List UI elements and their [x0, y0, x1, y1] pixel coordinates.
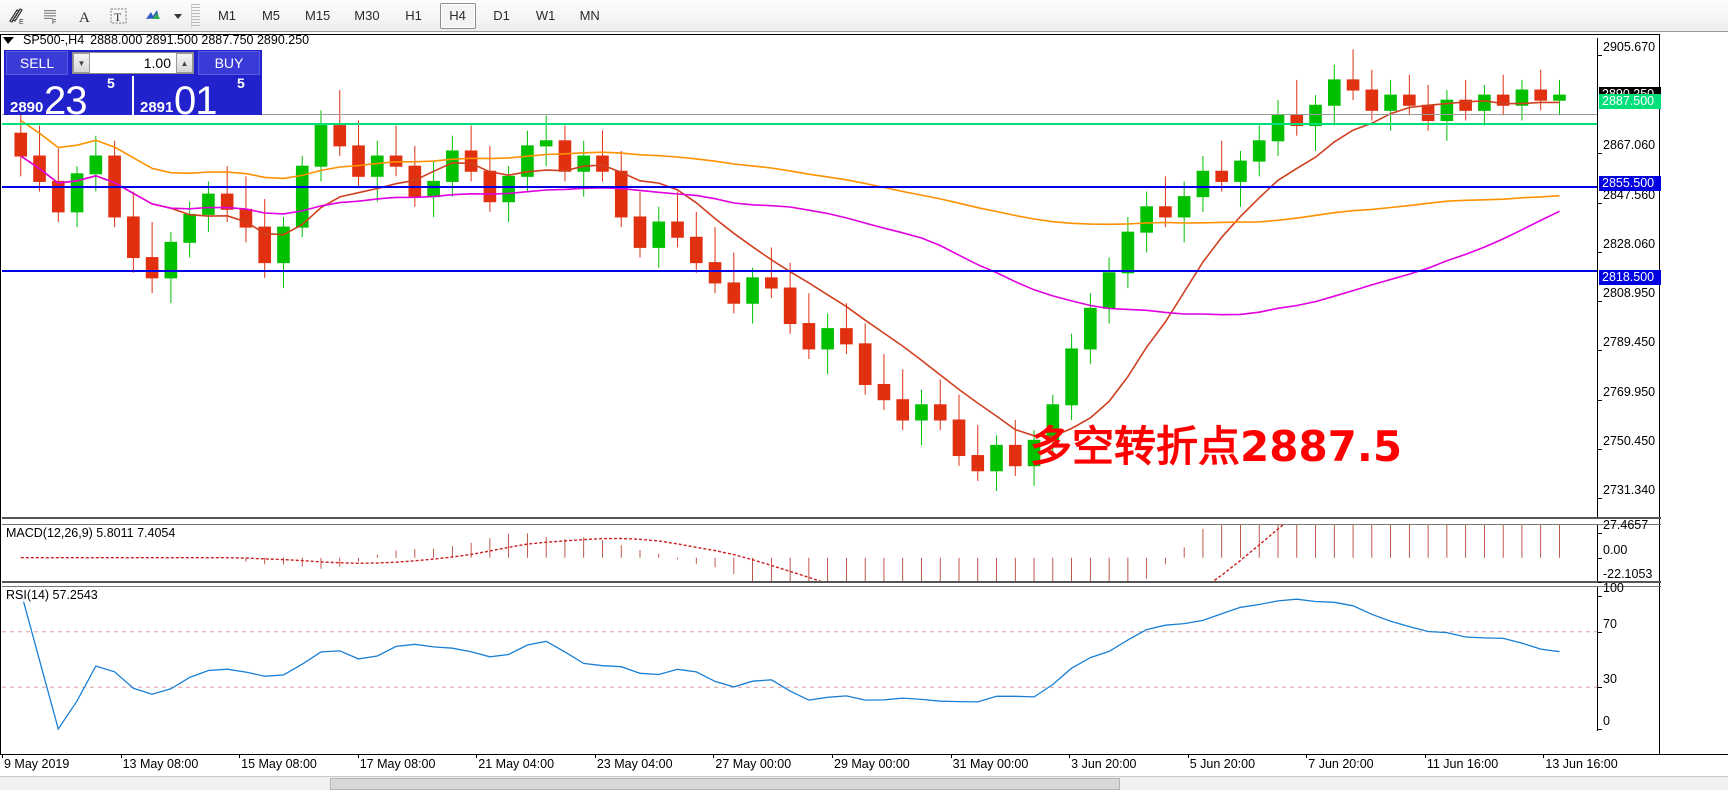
one-click-trading-panel[interactable]: SELL ▼ 1.00 ▲ BUY 2890 23 5 2891 01 5 — [4, 50, 262, 115]
symbol-quote-line: SP500-,H4 2888.000 2891.500 2887.750 289… — [0, 32, 1728, 48]
rsi-axis[interactable]: 100 70 30 0 — [1597, 582, 1661, 731]
rsi-plot[interactable] — [2, 587, 1597, 731]
time-tick — [713, 754, 715, 758]
horizontal-scrollbar[interactable] — [0, 776, 1728, 790]
trade-panel-prices[interactable]: 2890 23 5 2891 01 5 — [4, 76, 262, 115]
price-axis[interactable]: 2905.670 2867.060 2847.560 2828.060 2808.950… — [1597, 38, 1661, 517]
time-tick — [476, 754, 478, 758]
sell-price-fraction: 5 — [107, 76, 115, 91]
rsi-chart — [2, 591, 1597, 731]
expert-advisors-icon[interactable]: E — [0, 1, 34, 31]
time-label-8: 31 May 00:00 — [952, 757, 1029, 771]
sell-price-prefix: 2890 — [10, 99, 44, 115]
time-label-0: 9 May 2019 — [4, 757, 70, 771]
price-badge-2818.500: 2818.500 — [1599, 269, 1661, 285]
main-toolbar: E F A T M1 M5 M15 M30 H1 H4 — [0, 0, 1728, 32]
tf-h1[interactable]: H1 — [405, 8, 422, 23]
symbol-arrow-icon — [3, 37, 14, 44]
hline-2855-5 — [2, 186, 1597, 188]
text-label-tool-icon[interactable]: T — [102, 1, 136, 31]
price-pane[interactable]: 2905.670 2867.060 2847.560 2828.060 2808.950… — [2, 38, 1661, 519]
tf-m15[interactable]: M15 — [305, 8, 331, 23]
svg-text:E: E — [19, 19, 24, 26]
time-label-10: 5 Jun 20:00 — [1189, 757, 1256, 771]
buy-price-prefix: 2891 — [140, 99, 174, 115]
hline-2887-5 — [2, 123, 1597, 125]
time-tick — [1424, 754, 1426, 758]
macd-axis[interactable]: 27.4657 0.00 -22.1053 — [1597, 519, 1661, 583]
time-tick — [832, 754, 833, 758]
rsi-label: RSI(14) 57.2543 — [6, 588, 98, 602]
time-label-1: 13 May 08:00 — [122, 757, 199, 771]
volume-decrement-button[interactable]: ▼ — [73, 53, 90, 73]
symbol-ohlc: 2888.000 2891.500 2887.750 2890.250 — [90, 33, 310, 47]
time-label-9: 3 Jun 20:00 — [1071, 757, 1137, 771]
tf-m30[interactable]: M30 — [354, 8, 380, 23]
time-label-7: 29 May 00:00 — [834, 757, 910, 771]
time-label-6: 27 May 00:00 — [715, 757, 792, 771]
buy-price-major: 01 — [174, 79, 217, 115]
sell-price[interactable]: 2890 23 5 — [4, 76, 132, 115]
scrollbar-thumb[interactable] — [330, 778, 1120, 790]
tf-m1[interactable]: M1 — [217, 8, 237, 23]
tf-d1[interactable]: D1 — [493, 8, 510, 23]
tf-mn[interactable]: MN — [579, 8, 600, 23]
chart-annotation-text[interactable]: 多空转折点2887.5 — [1030, 422, 1403, 471]
time-label-13: 13 Jun 16:00 — [1545, 757, 1618, 771]
time-label-11: 7 Jun 20:00 — [1308, 757, 1374, 771]
symbol-name: SP500-,H4 — [23, 33, 85, 47]
tf-m5[interactable]: M5 — [261, 8, 281, 23]
volume-value[interactable]: 1.00 — [143, 55, 171, 71]
sell-price-major: 23 — [44, 79, 87, 115]
text-tool-icon[interactable]: A — [68, 1, 102, 31]
price-badge-2887.500: 2887.500 — [1599, 94, 1661, 110]
svg-text:F: F — [52, 19, 56, 26]
indicators-list-icon[interactable]: F — [34, 1, 68, 31]
chart-area[interactable]: SP500-,H4 2888.000 2891.500 2887.750 289… — [0, 32, 1728, 790]
trade-panel-controls[interactable]: SELL ▼ 1.00 ▲ BUY — [4, 50, 262, 76]
time-tick — [1543, 754, 1545, 758]
objects-tool-icon[interactable] — [136, 1, 170, 31]
macd-pane[interactable]: MACD(12,26,9) 5.8011 7.4054 27.4657 0.00-… — [2, 519, 1661, 583]
time-tick — [1187, 754, 1189, 758]
svg-text:A: A — [79, 10, 90, 26]
candlestick-chart — [14, 49, 1566, 492]
time-tick — [950, 754, 952, 758]
time-tick — [594, 754, 596, 758]
time-label-4: 21 May 04:00 — [478, 757, 555, 771]
chart-panes[interactable]: 2905.670 2867.060 2847.560 2828.060 2808.950… — [0, 34, 1661, 756]
hline-2890 — [2, 114, 1597, 115]
tf-w1[interactable]: W1 — [535, 8, 556, 23]
macd-plot[interactable] — [2, 525, 1597, 581]
time-tick — [239, 754, 241, 758]
volume-field[interactable]: ▼ 1.00 ▲ — [72, 52, 194, 74]
price-plot[interactable] — [2, 38, 1597, 517]
time-axis: 9 May 2019 13 May 08:00 15 May 08:00 17 May… — [0, 754, 1728, 776]
time-tick — [1069, 754, 1071, 758]
time-tick — [1306, 754, 1308, 758]
svg-text:T: T — [114, 10, 122, 24]
buy-button[interactable]: BUY — [198, 51, 260, 75]
volume-increment-button[interactable]: ▲ — [176, 53, 193, 73]
time-label-3: 17 May 08:00 — [359, 757, 436, 771]
time-tick — [357, 754, 359, 758]
price-badge-2855.500: 2855.500 — [1599, 175, 1661, 191]
toolbar-separator — [191, 3, 200, 28]
sell-button[interactable]: SELL — [6, 51, 68, 75]
time-tick — [2, 754, 3, 758]
buy-price[interactable]: 2891 01 5 — [132, 76, 262, 115]
time-label-5: 23 May 04:00 — [596, 757, 673, 771]
rsi-pane[interactable]: RSI(14) 57.2543 100 70 30 0 — [2, 582, 1661, 731]
tf-h4[interactable]: H4 — [439, 2, 476, 29]
time-label-12: 11 Jun 16:00 — [1426, 757, 1499, 771]
buy-price-fraction: 5 — [237, 76, 245, 91]
hline-2818-5 — [2, 270, 1597, 272]
macd-label: MACD(12,26,9) 5.8011 7.4054 — [6, 526, 176, 540]
objects-dropdown-caret-icon[interactable] — [170, 1, 186, 31]
time-tick — [120, 754, 122, 758]
time-label-2: 15 May 08:00 — [241, 757, 317, 771]
macd-chart — [20, 525, 1560, 581]
